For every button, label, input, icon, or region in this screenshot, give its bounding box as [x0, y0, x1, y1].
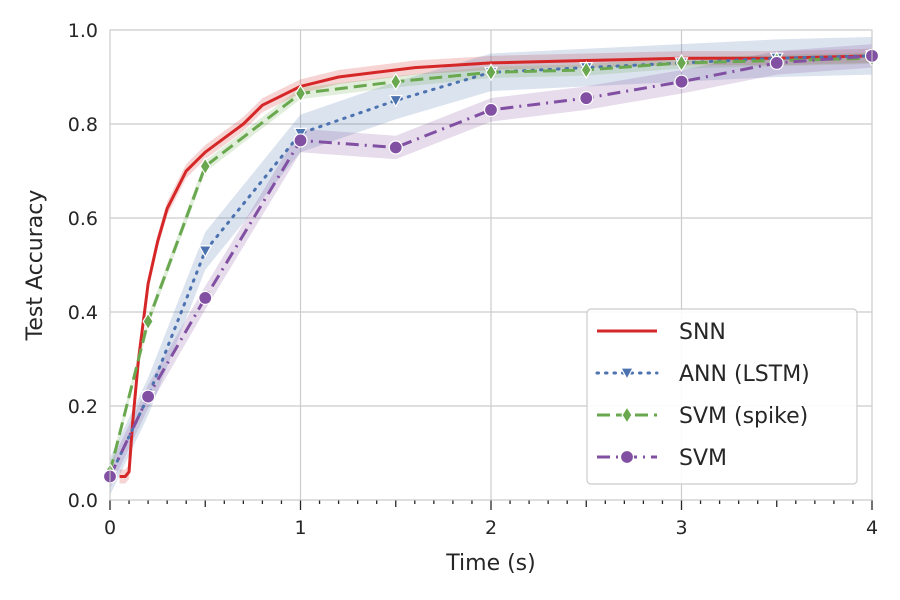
- data-point-svm-spike: [580, 60, 592, 80]
- data-point-ann-lstm: [388, 94, 403, 108]
- x-tick-label: 0: [104, 517, 116, 539]
- legend-marker-svm-spike: [621, 405, 633, 425]
- y-axis-label: Test Accuracy: [23, 190, 48, 342]
- series-line-svm: [108, 54, 873, 478]
- data-point-ann-lstm: [198, 245, 213, 259]
- legend-marker-svm: [619, 449, 635, 465]
- series-line-ann-lstm: [108, 54, 874, 478]
- legend-marker-ann-lstm: [619, 367, 635, 381]
- legend: SNN ANN (LSTM) SVM (spike) SVM: [586, 308, 858, 485]
- legend-label-svm-spike: SVM (spike): [679, 404, 808, 429]
- y-tick-label: 0.4: [68, 302, 98, 324]
- legend-box: [586, 308, 858, 485]
- band-ann-lstm: [110, 37, 872, 496]
- data-point-svm: [483, 102, 499, 118]
- series-line-svm-spike: [108, 56, 873, 473]
- axis-ticks: 0 1 2 3 4 0.0 0.2 0.4 0.6 0.8 1.0: [68, 20, 878, 539]
- data-point-svm: [388, 140, 403, 155]
- data-point-svm-spike: [675, 53, 688, 73]
- plot-area-frame: [109, 29, 873, 501]
- y-tick-label: 0.0: [68, 490, 98, 512]
- x-tick-label: 4: [866, 517, 878, 539]
- data-point-svm: [579, 91, 594, 106]
- y-tick-label: 1.0: [68, 20, 98, 42]
- y-tick-label: 0.8: [68, 114, 98, 136]
- data-point-svm: [293, 133, 308, 148]
- legend-label-snn: SNN: [679, 320, 726, 345]
- data-point-svm: [141, 389, 156, 404]
- x-axis-label: Time (s): [445, 551, 535, 576]
- y-tick-label: 0.2: [68, 396, 98, 418]
- series-markers: [102, 48, 880, 484]
- x-tick-label: 1: [294, 517, 306, 539]
- legend-label-svm: SVM: [679, 446, 727, 471]
- x-tick-label: 2: [485, 517, 497, 539]
- confidence-bands: [110, 37, 872, 496]
- x-tick-label: 3: [675, 517, 687, 539]
- data-point-svm-spike: [199, 157, 211, 176]
- data-point-svm: [769, 55, 784, 71]
- data-point-svm: [674, 74, 689, 89]
- y-tick-label: 0.6: [68, 208, 98, 230]
- data-point-svm-spike: [390, 72, 402, 91]
- legend-label-ann-lstm: ANN (LSTM): [679, 362, 810, 387]
- data-point-svm-spike: [142, 312, 154, 331]
- series-lines: [108, 54, 874, 478]
- series-line-snn: [119, 54, 873, 478]
- data-point-svm-spike: [294, 84, 307, 103]
- data-point-svm: [198, 290, 213, 305]
- data-point-svm-spike: [485, 63, 497, 82]
